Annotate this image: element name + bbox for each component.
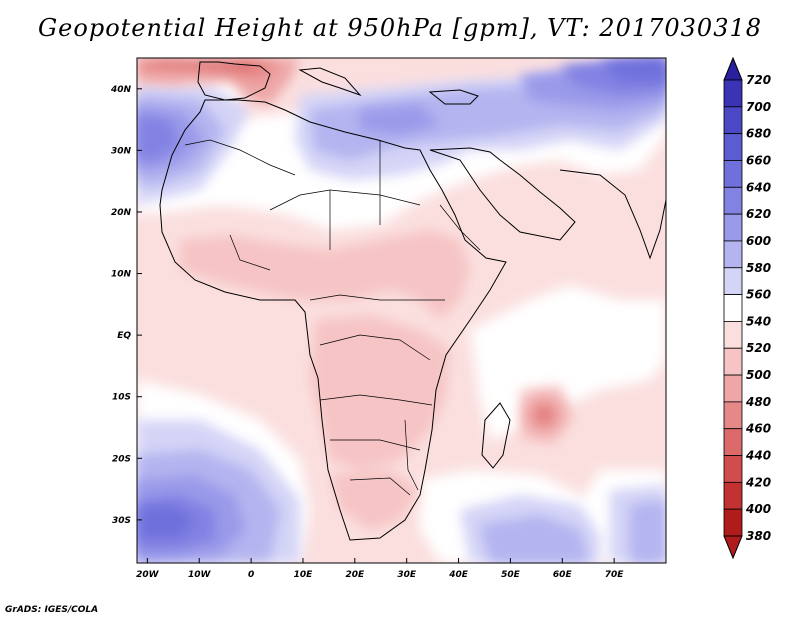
lat-tick-label: 10S [112,393,131,403]
lon-tick-labels: 20W 10W 0 10E 20E 30E 40E 50E 60E 70E [136,558,624,580]
colorbar-swatch [723,267,743,295]
lon-tick-label: 50E [501,570,521,580]
lat-tick-label: 20S [112,454,131,464]
colorbar-swatch [723,347,743,376]
lon-tick-label: 20E [345,570,365,580]
lon-tick-label: 30E [397,570,417,580]
colorbar-level-label: 560 [746,288,771,302]
colorbar-swatch [723,133,743,161]
colorbar-level-label: 520 [746,341,771,355]
credit-label: GrADS: IGES/COLA [5,605,98,615]
colorbar-swatch [723,186,743,215]
colorbar-level-label: 460 [745,422,771,436]
contour-iberia-low [137,58,300,105]
colorbar-swatch [723,240,743,269]
map-frame [136,57,667,564]
lat-tick-label: 30S [112,516,131,526]
lat-tick-label: 40N [110,85,132,95]
colorbar-swatch [723,401,743,430]
colorbar-swatch [723,160,743,188]
coastlines [159,61,666,541]
lon-tick-label: 20W [136,570,160,580]
lat-tick-label: 10N [111,270,132,280]
colorbar-swatch [723,213,743,242]
height-field [137,58,666,563]
colorbar-level-label: 480 [745,395,771,409]
lat-tick-label: 20N [111,208,132,218]
borders [184,139,481,496]
colorbar-level-label: 720 [746,73,771,87]
colorbar-level-label: 400 [745,502,771,516]
contour-500-520 [180,230,575,530]
colorbar-level-label: 580 [746,261,771,275]
lon-tick-label: 10E [294,570,314,580]
colorbar-level-label: 380 [746,529,771,543]
map-title: Geopotential Height at 950hPa [gpm], VT:… [38,14,762,42]
lon-tick-label: 40E [448,570,469,580]
colorbar-swatch [723,428,743,456]
colorbar-level-label: 420 [745,475,771,489]
lon-tick-label: 0 [248,570,254,580]
contour-640-660 [140,58,666,538]
colorbar-level-label: 440 [745,449,771,463]
colorbar-level-label: 500 [746,368,771,382]
colorbar-level-label: 680 [746,127,771,141]
colorbar-swatch [723,374,743,403]
lat-tick-labels: 40N 30N 20N 10N EQ 10S 20S 30S [110,85,142,526]
colorbar-swatch [723,481,743,510]
lat-tick-label: EQ [117,331,131,341]
contour-mascarene-low [524,395,564,435]
colorbar-swatch [723,455,743,483]
lon-tick-label: 10W [188,570,212,580]
colorbar-level-label: 620 [746,207,771,221]
colorbar-level-label: 660 [746,153,771,167]
lat-tick-label: 30N [111,146,132,156]
colorbar-level-label: 600 [746,234,771,248]
colorbar-swatch [723,294,743,322]
colorbar-level-label: 640 [746,180,771,194]
colorbar-swatch [723,321,743,349]
colorbar-swatch [723,79,743,108]
lon-tick-label: 70E [605,570,625,580]
colorbar-level-label: 700 [746,100,771,114]
colorbar-top-arrow [723,56,743,81]
colorbar-bottom-arrow [723,535,743,560]
lon-tick-label: 60E [553,570,573,580]
colorbar-swatch [723,106,743,135]
colorbar: 720 700 680 660 640 620 600 580 560 540 520 500 480 4… [723,56,771,560]
colorbar-level-label: 540 [746,314,771,328]
colorbar-swatch [723,508,743,537]
